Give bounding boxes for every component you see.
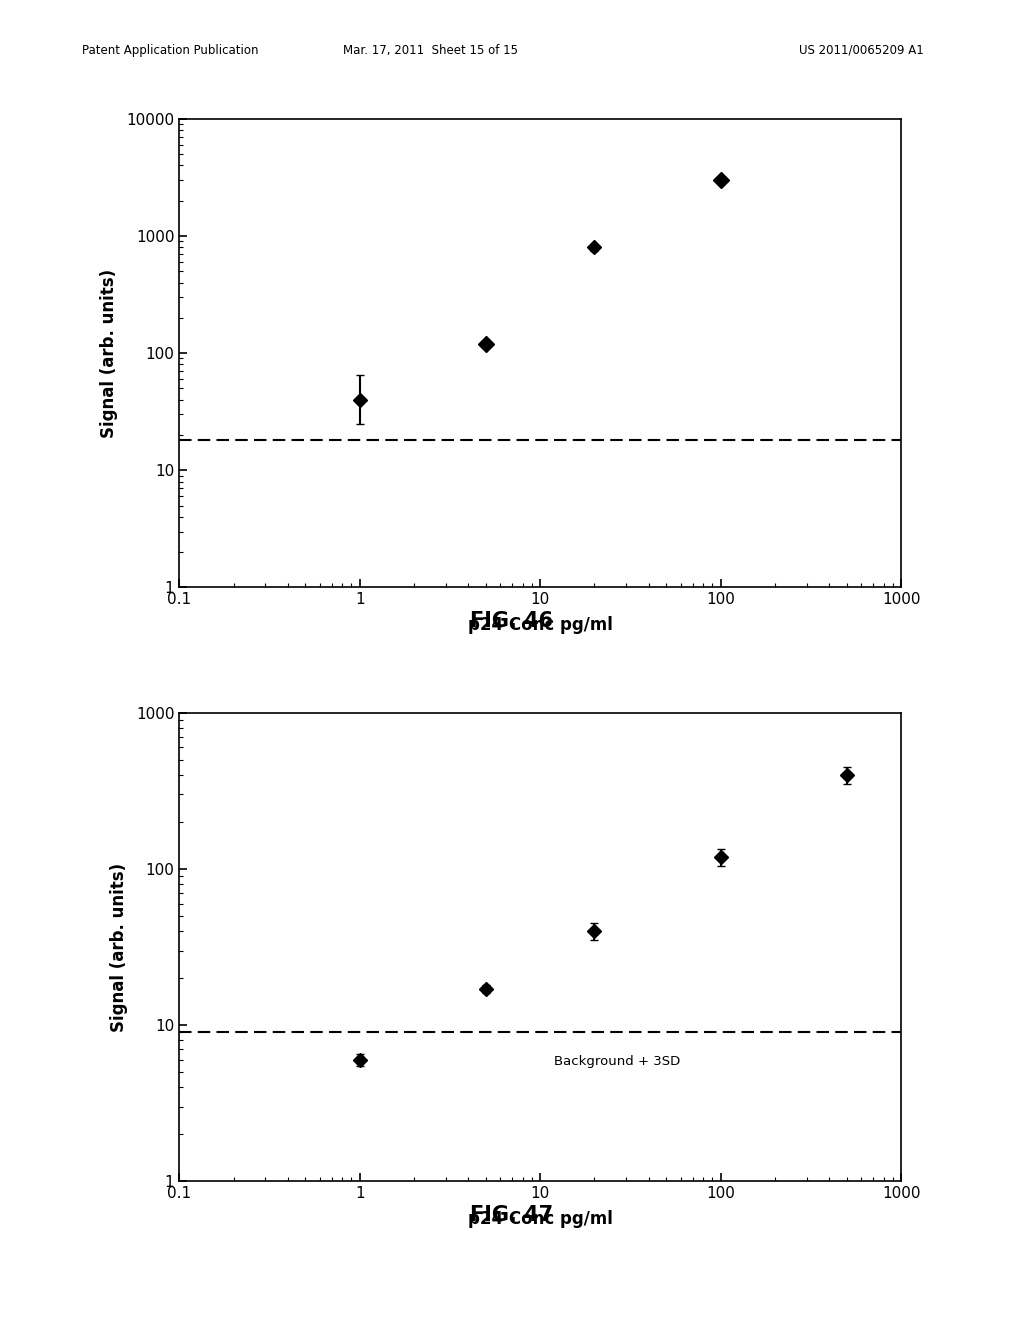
Text: US 2011/0065209 A1: US 2011/0065209 A1: [799, 44, 924, 57]
Y-axis label: Signal (arb. units): Signal (arb. units): [100, 268, 118, 438]
Text: FIG. 46: FIG. 46: [470, 611, 554, 631]
X-axis label: p24 Conc pg/ml: p24 Conc pg/ml: [468, 615, 612, 634]
Y-axis label: Signal (arb. units): Signal (arb. units): [110, 862, 128, 1032]
Text: Mar. 17, 2011  Sheet 15 of 15: Mar. 17, 2011 Sheet 15 of 15: [343, 44, 517, 57]
Text: Patent Application Publication: Patent Application Publication: [82, 44, 258, 57]
Text: Background + 3SD: Background + 3SD: [554, 1055, 681, 1068]
Text: FIG. 47: FIG. 47: [470, 1205, 554, 1225]
X-axis label: p24 Conc pg/ml: p24 Conc pg/ml: [468, 1209, 612, 1228]
